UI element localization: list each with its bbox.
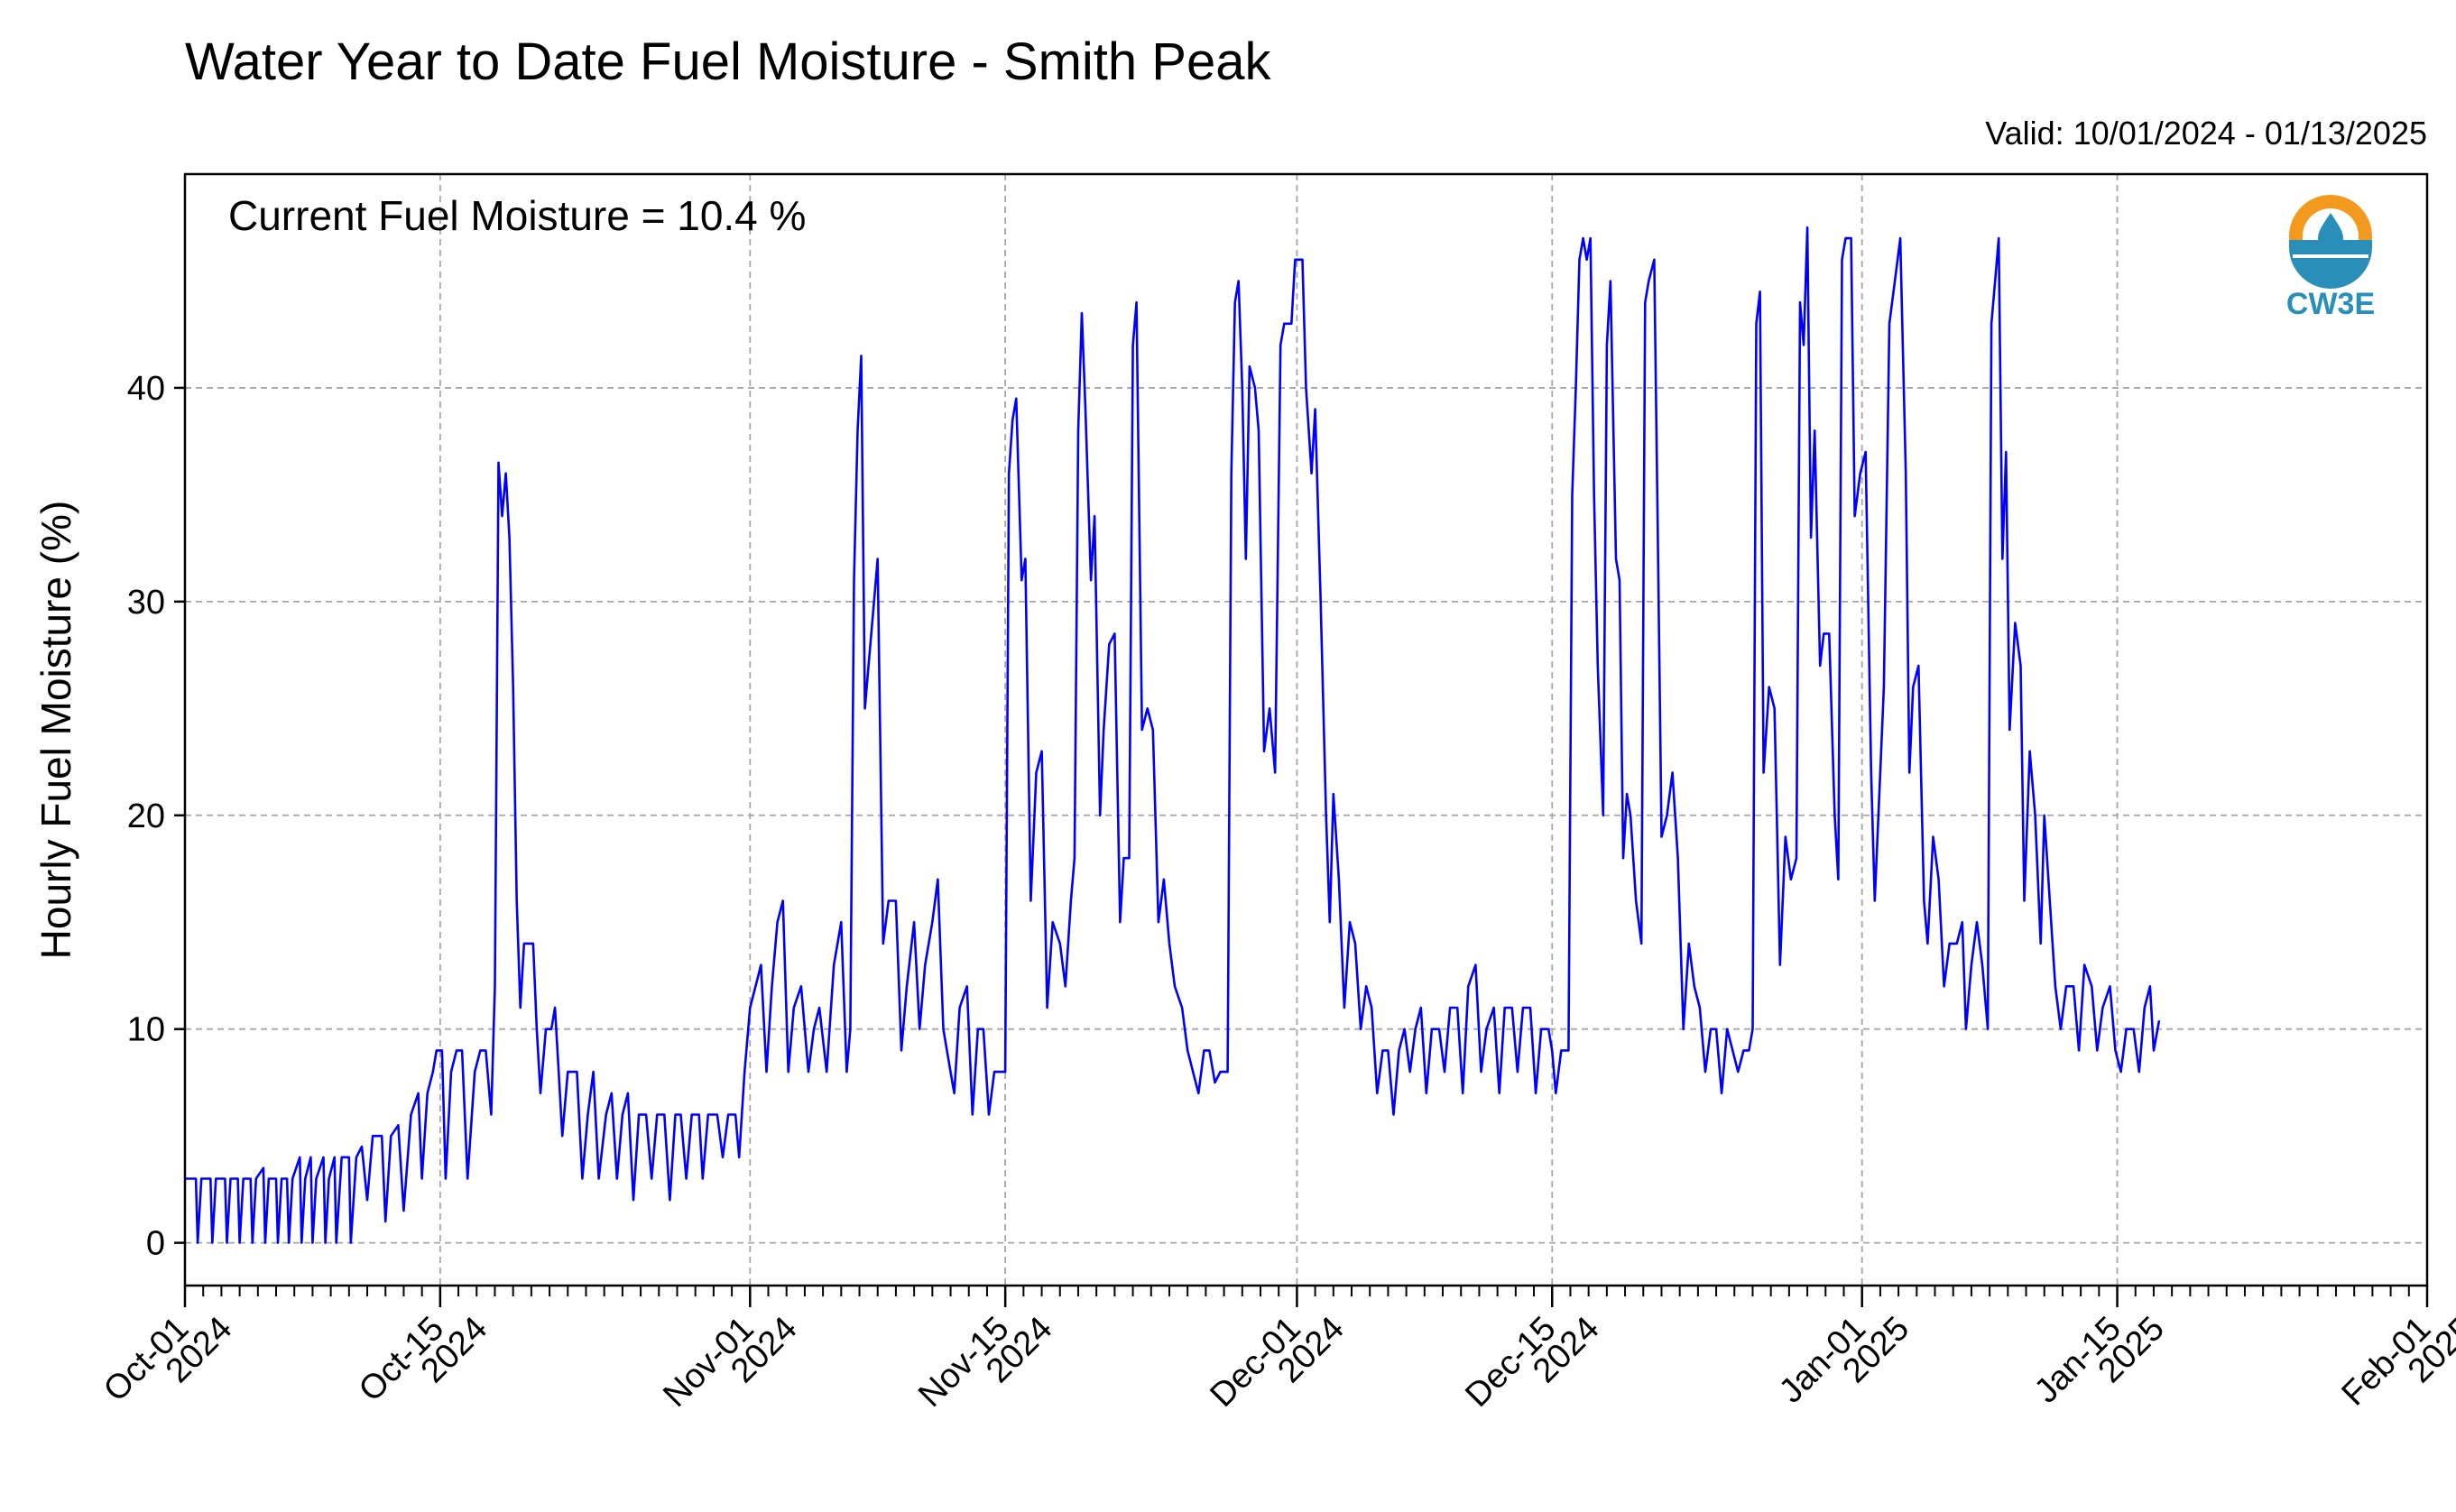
fuel-moisture-series-line: [185, 226, 2161, 1244]
y-tick-label: 20: [127, 797, 165, 835]
y-tick-label: 10: [127, 1011, 165, 1049]
y-tick-label: 0: [146, 1225, 165, 1263]
current-fuel-moisture-annotation: Current Fuel Moisture = 10.4 %: [228, 192, 806, 239]
logo-wave-band: [2289, 240, 2372, 289]
cw3e-logo: CW3E: [2286, 195, 2375, 321]
water-drop-icon: [2318, 213, 2343, 251]
logo-text: CW3E: [2286, 287, 2375, 321]
plot-area: [183, 172, 2429, 1287]
y-tick-label: 30: [127, 584, 165, 622]
y-axis-label: Hourly Fuel Moisture (%): [32, 501, 79, 960]
valid-date-range: Valid: 10/01/2024 - 01/13/2025: [1985, 115, 2427, 152]
y-tick-label: 40: [127, 370, 165, 408]
grid-lines: [185, 174, 2427, 1286]
series-layer: [185, 226, 2161, 1244]
chart-title: Water Year to Date Fuel Moisture - Smith…: [185, 32, 1271, 91]
